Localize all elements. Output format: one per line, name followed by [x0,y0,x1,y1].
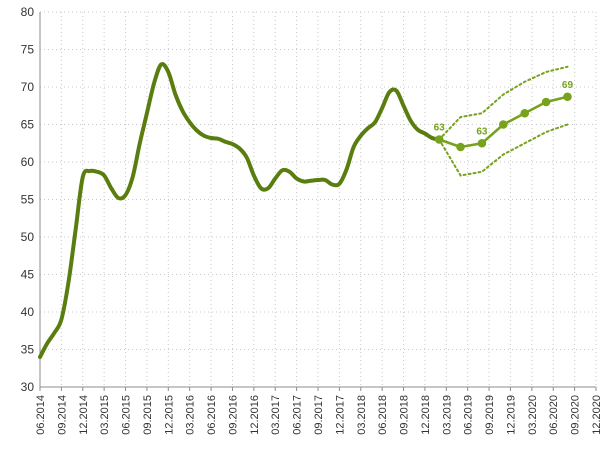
x-tick-label: 06.2018 [377,395,389,435]
x-tick-label: 09.2015 [142,395,154,435]
y-tick-label: 80 [21,5,35,19]
axes: 30 35 40 45 50 55 60 65 70 75 80 06.2014 09.2014 12.2… [21,5,603,435]
x-tick-label: 09.2020 [570,395,582,435]
x-tick-label: 09.2014 [56,395,68,435]
series [38,62,572,359]
x-tick-label: 06.2020 [548,395,560,435]
forecast-point [541,97,551,107]
actual-series-line [38,62,442,359]
x-tick-label: 12.2019 [505,395,517,435]
x-tick-label: 06.2019 [463,395,475,435]
x-tick-label: 03.2018 [356,395,368,435]
x-tick-label: 12.2015 [163,395,175,435]
forecast-point [456,142,465,152]
forecast-point [499,120,508,129]
x-tick-label: 03.2019 [441,395,453,435]
x-tick-label: 09.2016 [227,395,239,435]
x-tick-label: 06.2014 [35,395,47,435]
forecast-point [477,138,487,148]
x-tick-label: 03.2016 [185,395,197,435]
forecast-point [563,92,572,102]
x-tick-label: 03.2015 [99,395,111,435]
y-tick-label: 55 [21,193,35,207]
y-tick-label: 65 [21,118,35,132]
x-tick-label: 12.2014 [78,395,90,435]
x-tick-label: 09.2017 [313,395,325,435]
data-labels: 63 63 69 [434,80,574,138]
forecast-lower-bound-line [438,123,569,177]
forecast-upper-bound-line [438,65,569,141]
y-tick-label: 40 [21,305,35,319]
data-label: 69 [562,80,574,91]
x-tick-label: 12.2018 [420,395,432,435]
x-tick-label: 06.2015 [121,395,133,435]
y-tick-label: 45 [21,268,35,282]
x-tick-label: 12.2016 [249,395,261,435]
x-tick-label: 03.2017 [270,395,282,435]
x-tick-label: 06.2017 [292,395,304,435]
y-tick-label: 50 [21,230,35,244]
y-tick-label: 60 [21,155,35,169]
y-tick-label: 35 [21,343,35,357]
x-tick-label: 09.2018 [399,395,411,435]
forecast-point [520,108,530,118]
x-tick-label: 12.2017 [334,395,346,435]
gridlines [40,11,597,387]
x-tick-label: 03.2020 [527,395,539,435]
data-label: 63 [434,123,446,134]
y-tick-label: 75 [21,43,35,57]
y-tick-label: 30 [21,380,35,394]
y-tick-label: 70 [21,80,35,94]
data-label: 63 [476,126,488,137]
x-tick-label: 09.2019 [484,395,496,435]
x-tick-label: 12.2020 [591,395,603,435]
x-tick-label: 06.2016 [206,395,218,435]
